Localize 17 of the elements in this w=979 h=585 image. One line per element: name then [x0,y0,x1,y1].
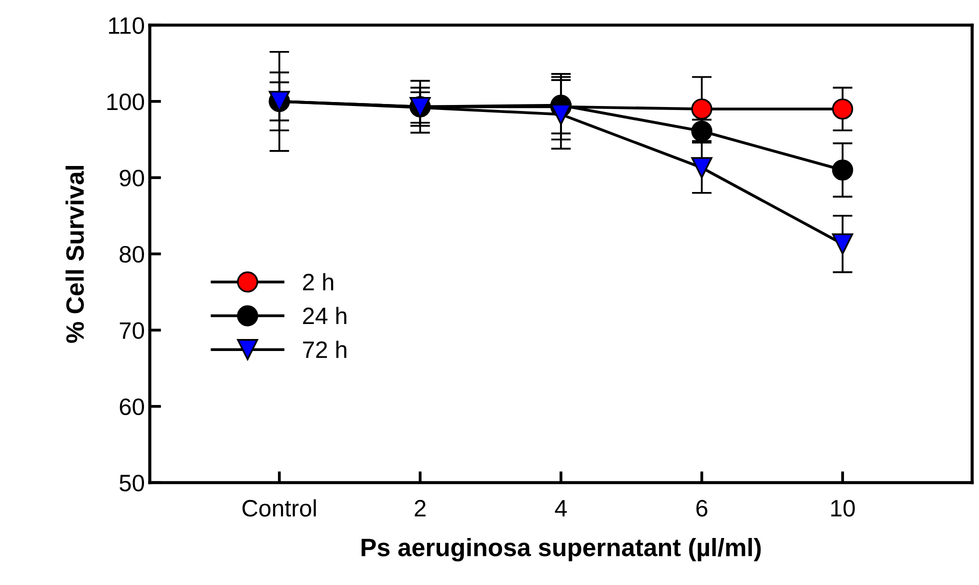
y-tick-label: 90 [120,170,144,186]
x-tick-label: 4 [554,500,567,516]
y-tick-label: 60 [120,398,144,416]
y-tick-label: 70 [120,322,144,339]
x-tick-label: 10 [831,500,855,517]
x-tick-label: 2 [414,500,426,516]
legend-label: 2 h [303,273,334,290]
y-tick-label: 50 [120,474,144,492]
y-axis-title: % Cell Survival [66,166,84,343]
legend-label: 72 h [303,340,346,358]
x-tick-label: 6 [696,500,708,517]
x-tick-label: Control [242,499,316,517]
x-axis-title: Ps aeruginosa supernatant (µl/ml) [362,538,761,562]
y-tick-label: 80 [120,246,144,263]
legend-label: 24 h [303,306,346,324]
y-tick-label: 110 [109,17,144,34]
y-tick-label: 100 [107,93,144,110]
